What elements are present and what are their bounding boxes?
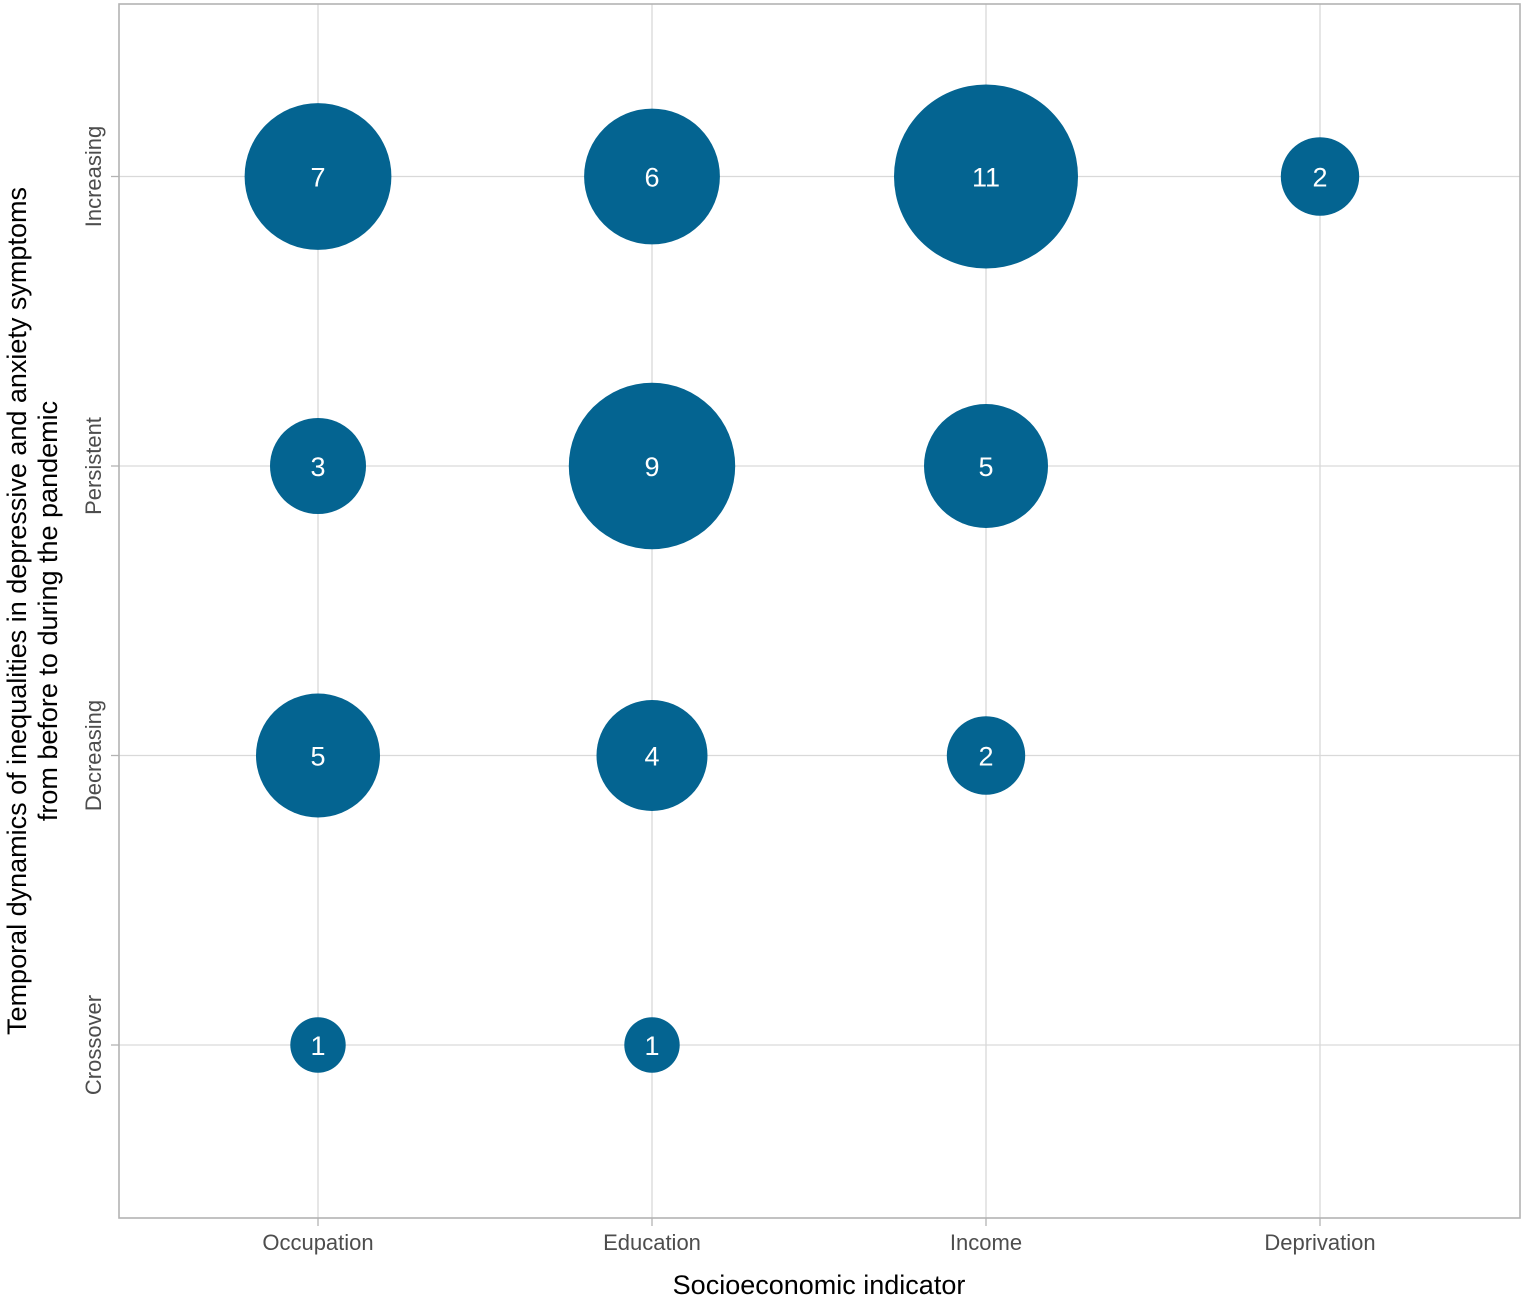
- bubble-occupation-crossover: [290, 1017, 346, 1073]
- bubble-label-education-increasing: 6: [644, 163, 659, 193]
- x-tick-label-income: Income: [950, 1230, 1022, 1255]
- bubble-label-occupation-crossover: 1: [310, 1031, 325, 1061]
- y-tick-label-decreasing: Decreasing: [81, 700, 106, 811]
- x-tick-label-education: Education: [603, 1230, 701, 1255]
- bubble-occupation-increasing: [244, 103, 392, 250]
- bubble-education-persistent: [568, 382, 736, 550]
- bubble-income-persistent: [924, 404, 1048, 528]
- bubble-deprivation-increasing: [1280, 137, 1360, 216]
- bubble-label-education-decreasing: 4: [644, 742, 659, 772]
- x-axis-title: Socioeconomic indicator: [673, 1270, 966, 1298]
- bubbles: 7 6 11 23 9 55 4 21 1: [244, 84, 1360, 1073]
- x-tick-label-deprivation: Deprivation: [1264, 1230, 1375, 1255]
- y-tick-label-persistent: Persistent: [81, 417, 106, 515]
- bubble-income-decreasing: [946, 716, 1026, 795]
- bubble-education-crossover: [624, 1017, 680, 1073]
- bubble-label-occupation-increasing: 7: [310, 163, 325, 193]
- bubble-label-income-persistent: 5: [978, 452, 993, 482]
- bubble-label-education-persistent: 9: [644, 452, 659, 482]
- bubble-label-income-decreasing: 2: [978, 742, 993, 772]
- bubble-label-deprivation-increasing: 2: [1312, 163, 1327, 193]
- bubble-label-occupation-decreasing: 5: [310, 742, 325, 772]
- plot-panel-border: [118, 3, 1521, 1219]
- bubble-occupation-decreasing: [256, 693, 380, 818]
- y-axis-title-line-1: Temporal dynamics of inequalities in dep…: [2, 187, 32, 1035]
- axis-ticks: [111, 175, 1321, 1226]
- bubble-education-decreasing: [596, 700, 708, 811]
- bubble-income-increasing: [894, 84, 1078, 269]
- bubble-label-occupation-persistent: 3: [310, 452, 325, 482]
- bubble-occupation-persistent: [270, 418, 366, 514]
- bubble-education-increasing: [584, 108, 720, 245]
- bubble-label-education-crossover: 1: [644, 1031, 659, 1061]
- bubble-label-income-increasing: 11: [972, 163, 1000, 193]
- tick-labels: Occupation Education Income Deprivation Cros…: [81, 126, 1376, 1255]
- y-tick-label-increasing: Increasing: [81, 126, 106, 228]
- y-axis-title-line-2: from before to during the pandemic: [33, 401, 63, 821]
- x-tick-label-occupation: Occupation: [262, 1230, 373, 1255]
- y-tick-label-crossover: Crossover: [81, 995, 106, 1095]
